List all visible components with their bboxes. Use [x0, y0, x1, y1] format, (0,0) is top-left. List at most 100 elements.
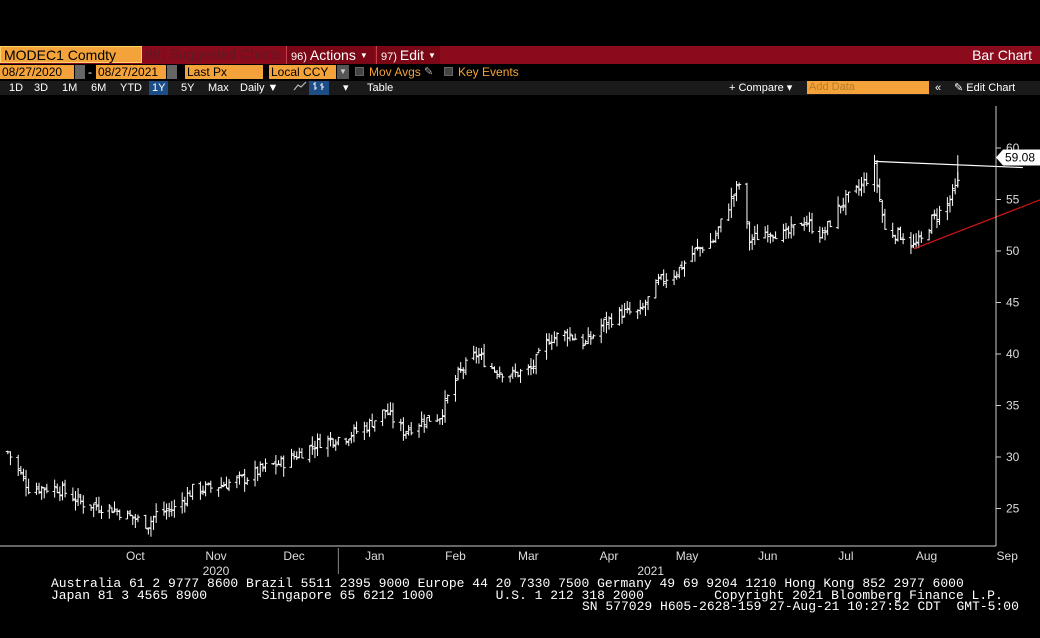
range-1y[interactable]: 1Y: [149, 81, 169, 95]
ticker-input[interactable]: MODEC1 Comdty: [0, 46, 142, 63]
ohlc-bar: [164, 503, 169, 520]
ohlc-bar: [950, 184, 955, 206]
month-label: Sep: [997, 549, 1019, 563]
ohlc-bar: [791, 224, 796, 236]
ohlc-bar: [768, 232, 773, 244]
ohlc-bar: [37, 482, 42, 495]
ohlc-bar: [331, 438, 336, 449]
ohlc-bar: [154, 503, 159, 524]
ohlc-bar: [536, 347, 541, 354]
ohlc-bar: [708, 233, 713, 249]
end-date-field[interactable]: 08/27/2021: [96, 65, 166, 79]
ohlc-bar: [344, 437, 349, 445]
edit-menu[interactable]: 97) Edit ▼: [376, 46, 440, 64]
ohlc-bar: [208, 480, 213, 493]
ohlc-bar: [786, 225, 791, 239]
suggested-charts-menu[interactable]: 88) Suggested Charts: [145, 46, 281, 63]
mov-avgs-label: Mov Avgs: [369, 65, 421, 79]
calendar-icon[interactable]: [167, 65, 177, 79]
ohlc-bar: [479, 347, 484, 360]
ohlc-bar: [583, 339, 588, 346]
last-value-label: 59.08: [1005, 150, 1035, 164]
caret-down-icon: ▼: [428, 51, 436, 61]
ohlc-bar: [372, 420, 377, 432]
ohlc-bar: [659, 273, 664, 281]
ohlc-bar: [695, 238, 700, 251]
ohlc-bar: [729, 187, 734, 219]
dropdown-icon[interactable]: ▼: [337, 65, 349, 79]
month-label: Nov: [205, 549, 226, 563]
actions-menu[interactable]: 96) Actions ▼: [286, 46, 374, 64]
line-chart-icon[interactable]: [290, 81, 310, 95]
ohlc-bar: [146, 527, 151, 535]
ohlc-bar: [807, 212, 812, 233]
year-label: 2020: [203, 564, 230, 576]
ohlc-bar: [362, 421, 367, 440]
ohlc-bar: [242, 468, 247, 492]
frequency-label: Daily: [240, 82, 265, 94]
ohlc-bar: [640, 302, 645, 311]
collapse-icon[interactable]: «: [935, 82, 942, 94]
edit-chart-button[interactable]: ✎ Edit Chart: [954, 82, 1016, 94]
ohlc-bar: [653, 279, 658, 299]
ohlc-bar: [789, 216, 794, 239]
ohlc-bar: [297, 447, 302, 459]
range-3d[interactable]: 3D: [34, 82, 49, 94]
range-6m[interactable]: 6M: [91, 82, 107, 94]
range-ytd[interactable]: YTD: [120, 82, 142, 94]
ohlc-bar: [953, 178, 958, 195]
ohlc-bar: [567, 327, 572, 342]
x-axis: Oct Nov Dec Jan Feb Mar Apr May Jun Jul Aug Sep 2020…: [0, 545, 1019, 576]
pencil-icon[interactable]: ✎: [424, 66, 434, 78]
mov-avgs-checkbox[interactable]: [355, 67, 364, 76]
key-events-checkbox[interactable]: [444, 67, 453, 76]
ohlc-bar: [700, 246, 705, 254]
ohlc-bar: [39, 485, 44, 500]
ohlc-bar: [112, 501, 117, 513]
y-tick-label: 35: [1006, 399, 1020, 413]
calendar-icon[interactable]: [75, 65, 85, 79]
frequency-select[interactable]: Daily ▼: [240, 82, 279, 94]
bar-chart-icon[interactable]: [309, 81, 329, 95]
ohlc-bar: [562, 330, 567, 342]
ohlc-bar: [810, 212, 815, 234]
ohlc-bar: [573, 333, 578, 341]
ohlc-bar: [534, 353, 539, 375]
chart-style-dropdown[interactable]: ▾: [343, 82, 349, 94]
ohlc-bar: [388, 402, 393, 416]
range-max[interactable]: Max: [208, 82, 229, 94]
currency-select[interactable]: Local CCY: [269, 65, 336, 79]
ohlc-bar: [60, 481, 65, 501]
ohlc-bar: [823, 226, 828, 241]
start-date-field[interactable]: 08/27/2020: [0, 65, 74, 79]
compare-menu[interactable]: + Compare ▾: [729, 82, 793, 94]
ohlc-bar: [78, 493, 83, 505]
ohlc-bar: [854, 185, 859, 194]
ohlc-bar: [880, 199, 885, 223]
ohlc-bar: [588, 331, 593, 345]
range-5y[interactable]: 5Y: [181, 82, 195, 94]
ohlc-bar: [109, 507, 114, 514]
ohlc-bar: [862, 172, 867, 193]
price-field-select[interactable]: Last Px: [185, 65, 263, 79]
ohlc-bar: [875, 160, 880, 193]
ohlc-bar: [351, 424, 356, 443]
ohlc-bar: [916, 230, 921, 249]
ohlc-bar: [76, 488, 81, 507]
ohlc-bar: [580, 333, 585, 350]
ohlc-bar: [528, 358, 533, 376]
key-events-label: Key Events: [458, 65, 519, 79]
ohlc-bar: [52, 479, 57, 498]
ohlc-bar: [453, 375, 458, 402]
range-1m[interactable]: 1M: [62, 82, 78, 94]
add-data-input[interactable]: Add Data: [807, 81, 929, 94]
ohlc-bar: [627, 301, 632, 315]
ohlc-bar: [586, 327, 591, 345]
ohlc-bar: [401, 417, 406, 441]
table-button[interactable]: Table: [367, 82, 394, 94]
ohlc-bars: [5, 154, 960, 537]
ohlc-bar: [221, 481, 226, 488]
range-1d[interactable]: 1D: [9, 82, 24, 94]
month-label: Dec: [283, 549, 304, 563]
